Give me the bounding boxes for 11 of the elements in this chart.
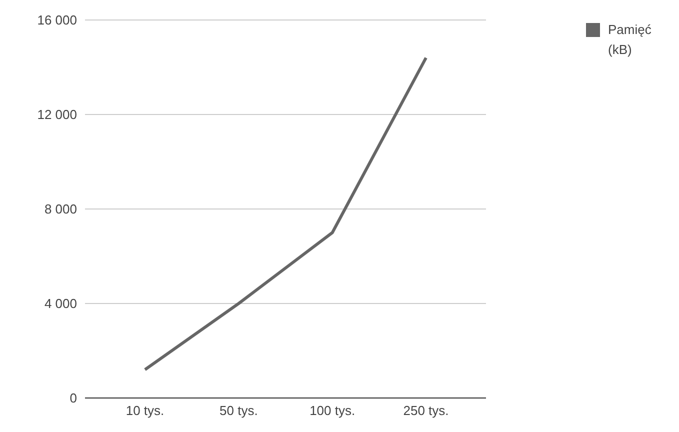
y-tick-label: 0 xyxy=(70,390,77,406)
y-tick-label: 16 000 xyxy=(37,12,77,28)
y-tick-label: 4 000 xyxy=(44,296,77,312)
x-tick-label: 10 tys. xyxy=(126,403,164,418)
x-tick-label: 50 tys. xyxy=(220,403,258,418)
legend-label: Pamięć (kB) xyxy=(608,21,652,59)
x-tick-label: 250 tys. xyxy=(403,403,449,418)
x-tick-label: 100 tys. xyxy=(310,403,356,418)
line-series xyxy=(144,56,428,372)
y-tick-label: 12 000 xyxy=(37,107,77,122)
y-tick-label: 8 000 xyxy=(44,202,77,217)
